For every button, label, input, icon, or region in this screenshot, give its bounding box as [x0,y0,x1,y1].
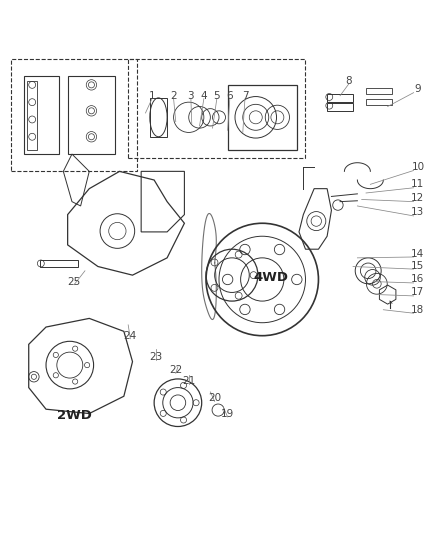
Text: 13: 13 [411,207,424,217]
Text: 12: 12 [411,193,424,203]
Text: 14: 14 [411,248,424,259]
Text: 5: 5 [214,91,220,101]
Bar [327,94,353,102]
Text: 18: 18 [411,305,424,315]
Text: 16: 16 [411,274,424,285]
Text: 2WD: 2WD [57,409,92,422]
Text: 7: 7 [242,91,248,101]
Bar [150,98,167,137]
Text: 19: 19 [221,408,234,418]
Text: 2: 2 [170,91,177,101]
Text: 17: 17 [411,287,424,297]
Bar [366,88,392,93]
Text: 20: 20 [208,393,221,403]
Text: 9: 9 [415,84,421,94]
Text: 21: 21 [182,376,195,386]
Text: 22: 22 [169,365,182,375]
Text: 3: 3 [187,91,194,101]
Text: 10: 10 [411,162,424,172]
Bar [39,260,78,268]
Text: 23: 23 [150,352,163,362]
Text: 8: 8 [346,76,352,86]
Bar [366,99,392,105]
Text: 24: 24 [124,330,137,341]
Text: 6: 6 [226,91,233,101]
Text: 1: 1 [148,91,155,101]
Text: 4: 4 [201,91,207,101]
Bar [327,103,353,111]
Text: 25: 25 [67,277,81,287]
Text: 4WD: 4WD [254,271,288,284]
Text: 15: 15 [411,261,424,271]
Text: 11: 11 [411,179,424,189]
